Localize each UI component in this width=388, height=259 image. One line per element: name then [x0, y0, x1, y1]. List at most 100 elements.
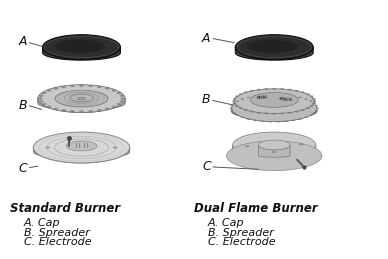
Ellipse shape: [269, 121, 272, 122]
Ellipse shape: [239, 93, 242, 95]
Ellipse shape: [254, 96, 256, 97]
Ellipse shape: [310, 100, 312, 102]
Polygon shape: [33, 148, 130, 163]
Polygon shape: [234, 101, 314, 114]
Ellipse shape: [244, 92, 247, 93]
Ellipse shape: [236, 96, 238, 97]
Ellipse shape: [230, 110, 233, 111]
Ellipse shape: [250, 111, 253, 112]
Polygon shape: [43, 47, 120, 60]
Ellipse shape: [40, 101, 43, 102]
Ellipse shape: [254, 120, 256, 121]
Ellipse shape: [120, 101, 124, 102]
Ellipse shape: [315, 105, 318, 106]
Ellipse shape: [33, 132, 130, 163]
Ellipse shape: [38, 85, 125, 112]
Ellipse shape: [54, 88, 58, 89]
Ellipse shape: [295, 111, 298, 112]
Text: A. Cap: A. Cap: [208, 218, 244, 228]
Ellipse shape: [232, 100, 235, 102]
Ellipse shape: [281, 88, 284, 90]
Ellipse shape: [257, 112, 260, 113]
Ellipse shape: [277, 121, 279, 122]
Ellipse shape: [247, 97, 249, 98]
Text: A: A: [202, 32, 210, 45]
Ellipse shape: [236, 105, 238, 107]
Ellipse shape: [117, 103, 121, 105]
Ellipse shape: [285, 121, 288, 122]
Ellipse shape: [246, 146, 249, 147]
Ellipse shape: [232, 95, 317, 122]
Ellipse shape: [113, 147, 117, 148]
Ellipse shape: [310, 115, 312, 116]
Ellipse shape: [55, 90, 108, 107]
Ellipse shape: [285, 95, 288, 96]
Ellipse shape: [117, 92, 121, 94]
Ellipse shape: [265, 113, 268, 114]
Ellipse shape: [227, 141, 322, 171]
Text: B: B: [202, 93, 211, 106]
Ellipse shape: [236, 35, 313, 59]
Ellipse shape: [80, 85, 83, 87]
Text: C: C: [202, 160, 211, 173]
Ellipse shape: [299, 119, 301, 120]
Polygon shape: [236, 47, 313, 60]
Ellipse shape: [312, 103, 315, 104]
Polygon shape: [258, 145, 290, 157]
Ellipse shape: [54, 40, 105, 53]
Ellipse shape: [38, 98, 42, 99]
Ellipse shape: [236, 100, 239, 102]
Ellipse shape: [89, 111, 93, 112]
Ellipse shape: [54, 108, 58, 110]
Ellipse shape: [46, 147, 50, 148]
Ellipse shape: [281, 113, 284, 114]
Ellipse shape: [121, 98, 125, 99]
Polygon shape: [232, 108, 317, 122]
Text: A. Cap: A. Cap: [24, 218, 61, 228]
Text: Dual Flame Burner: Dual Flame Burner: [194, 202, 317, 214]
Ellipse shape: [71, 85, 74, 87]
Ellipse shape: [307, 93, 309, 95]
Ellipse shape: [120, 95, 124, 96]
Ellipse shape: [233, 98, 236, 99]
Ellipse shape: [106, 108, 109, 110]
Ellipse shape: [62, 110, 66, 111]
Ellipse shape: [230, 105, 233, 106]
Ellipse shape: [47, 90, 51, 91]
Ellipse shape: [98, 86, 101, 88]
Ellipse shape: [247, 40, 298, 53]
Ellipse shape: [261, 121, 264, 122]
Ellipse shape: [43, 35, 120, 59]
Ellipse shape: [273, 152, 276, 153]
Ellipse shape: [295, 90, 298, 91]
Text: C. Electrode: C. Electrode: [208, 237, 275, 247]
Ellipse shape: [301, 109, 304, 111]
Ellipse shape: [300, 144, 303, 145]
Ellipse shape: [66, 141, 97, 151]
Ellipse shape: [313, 113, 316, 114]
Ellipse shape: [112, 106, 116, 107]
Ellipse shape: [313, 103, 316, 104]
Ellipse shape: [315, 110, 318, 111]
Ellipse shape: [233, 103, 236, 104]
Ellipse shape: [241, 117, 244, 118]
Ellipse shape: [234, 89, 314, 113]
Text: A: A: [19, 35, 27, 48]
Ellipse shape: [106, 88, 109, 89]
Ellipse shape: [239, 107, 242, 109]
Ellipse shape: [112, 90, 116, 91]
Ellipse shape: [98, 110, 101, 111]
Polygon shape: [233, 145, 316, 158]
Ellipse shape: [89, 85, 93, 87]
Ellipse shape: [233, 132, 316, 158]
Ellipse shape: [230, 108, 232, 109]
Ellipse shape: [244, 109, 247, 111]
Ellipse shape: [288, 112, 291, 113]
Ellipse shape: [80, 111, 83, 112]
Ellipse shape: [62, 86, 66, 88]
Ellipse shape: [305, 99, 307, 100]
Ellipse shape: [301, 92, 304, 93]
Ellipse shape: [236, 115, 239, 116]
Text: B: B: [19, 98, 27, 112]
Ellipse shape: [40, 95, 43, 96]
